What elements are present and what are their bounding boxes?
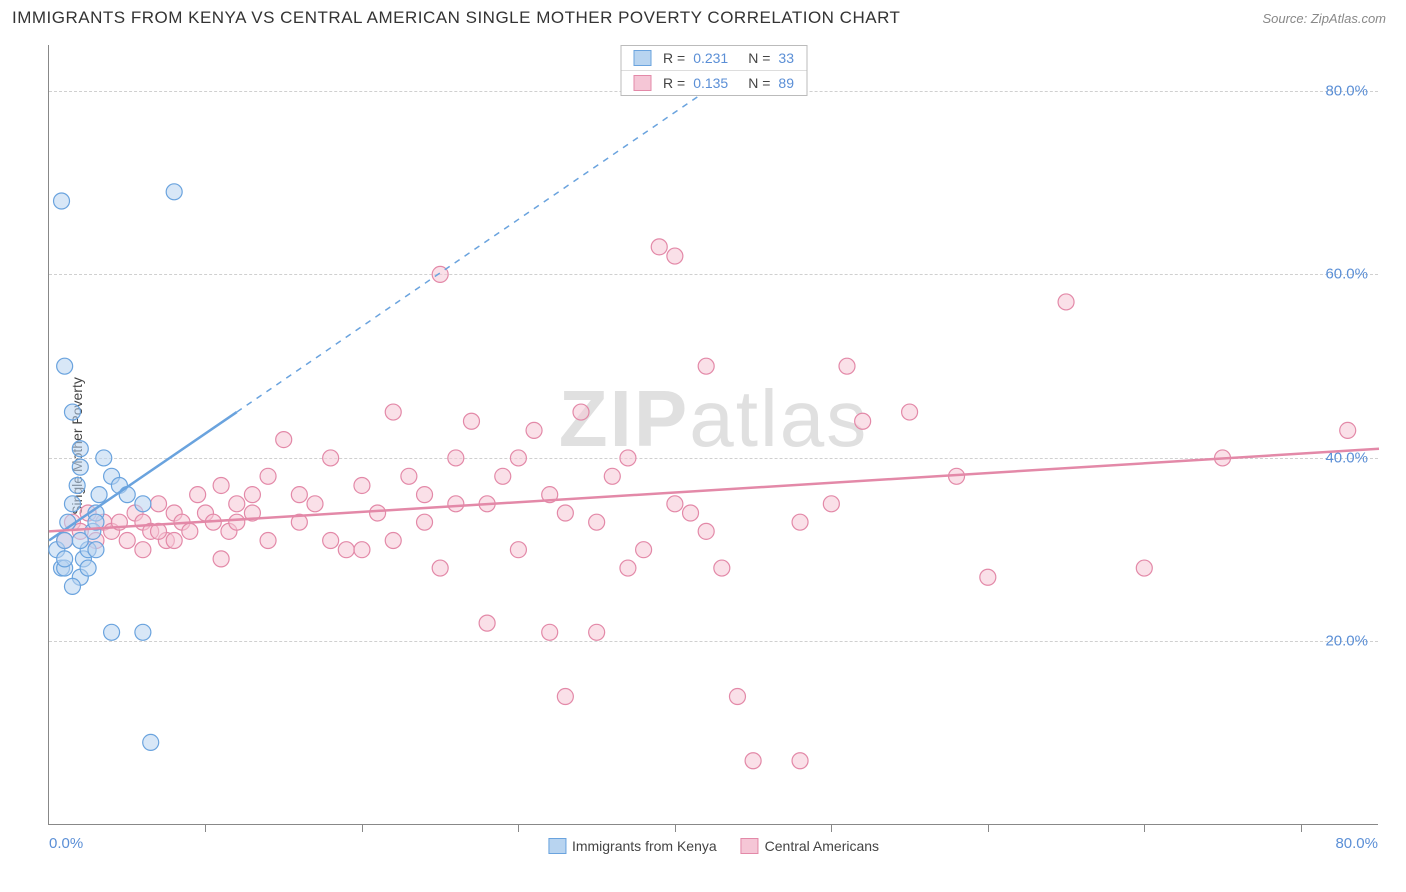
correlation-stats-box: R = 0.231 N = 33 R = 0.135 N = 89 [620, 45, 807, 96]
legend-item-kenya: Immigrants from Kenya [548, 838, 717, 854]
swatch-central-americans-icon [741, 838, 759, 854]
x-end-label: 80.0% [1335, 835, 1378, 852]
swatch-central-americans [633, 75, 651, 91]
source-attribution: Source: ZipAtlas.com [1262, 11, 1386, 26]
legend-item-central-americans: Central Americans [741, 838, 879, 854]
scatter-plot-svg [49, 45, 1378, 824]
bottom-legend: Immigrants from Kenya Central Americans [548, 838, 879, 854]
x-origin-label: 0.0% [49, 835, 83, 852]
stats-row-central-americans: R = 0.135 N = 89 [621, 71, 806, 95]
chart-plot-area: ZIPatlas 20.0%40.0%60.0%80.0% R = 0.231 … [48, 45, 1378, 825]
chart-title: IMMIGRANTS FROM KENYA VS CENTRAL AMERICA… [12, 8, 900, 28]
swatch-kenya [633, 50, 651, 66]
swatch-kenya-icon [548, 838, 566, 854]
stats-row-kenya: R = 0.231 N = 33 [621, 46, 806, 71]
